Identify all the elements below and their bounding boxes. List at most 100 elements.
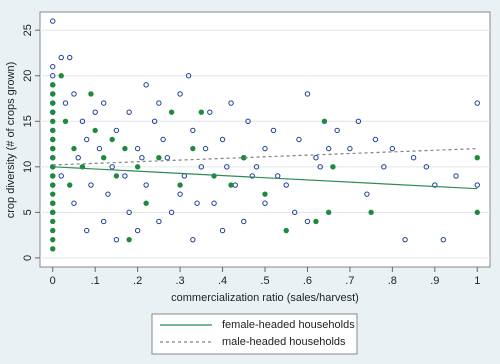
y-tick-label: 10: [22, 161, 34, 173]
point: [50, 218, 56, 225]
point: [317, 164, 323, 170]
point: [194, 200, 200, 206]
point: [50, 227, 56, 234]
point: [50, 136, 56, 143]
point: [50, 118, 56, 124]
point: [330, 164, 336, 170]
point: [134, 145, 141, 152]
x-tick-label: .4: [218, 275, 227, 287]
point: [143, 82, 149, 88]
point: [325, 209, 332, 216]
point: [105, 191, 111, 197]
legend-label: female-headed households: [222, 319, 355, 331]
point: [143, 200, 149, 206]
point: [151, 118, 158, 124]
point: [168, 109, 175, 115]
y-tick-label: 0: [22, 255, 34, 261]
point: [245, 118, 251, 124]
point: [228, 100, 234, 106]
point: [190, 127, 196, 134]
point: [143, 182, 149, 188]
point: [177, 182, 183, 188]
point: [168, 209, 175, 216]
point: [283, 182, 289, 188]
x-tick-label: 1: [474, 275, 480, 287]
point: [219, 227, 226, 234]
point: [474, 100, 480, 106]
point: [50, 100, 56, 106]
point: [207, 109, 213, 115]
point: [253, 164, 260, 170]
point: [198, 164, 205, 170]
point: [321, 118, 328, 124]
point: [113, 173, 120, 179]
plot-area: [39, 11, 491, 268]
point: [50, 82, 56, 88]
point: [134, 227, 141, 234]
point: [50, 200, 56, 206]
point: [453, 173, 459, 179]
point: [75, 155, 81, 161]
point: [355, 118, 362, 124]
point: [372, 136, 379, 143]
point: [241, 218, 247, 225]
point: [100, 155, 107, 161]
point: [58, 173, 64, 179]
point: [270, 127, 277, 134]
point: [113, 236, 120, 243]
point: [304, 91, 311, 97]
point: [325, 145, 332, 152]
point: [334, 127, 340, 134]
x-tick-label: .5: [260, 275, 269, 287]
point: [389, 145, 396, 152]
point: [83, 136, 90, 143]
x-axis-title: commercialization ratio (sales/harvest): [171, 292, 359, 304]
point: [292, 209, 298, 216]
point: [190, 145, 196, 152]
y-tick-label: 15: [22, 115, 34, 127]
x-tick-label: .6: [303, 275, 312, 287]
point: [100, 218, 107, 225]
point: [202, 145, 209, 152]
point: [100, 100, 107, 106]
point: [177, 191, 183, 197]
point: [67, 54, 73, 61]
point: [262, 145, 268, 152]
point: [211, 200, 217, 206]
point: [50, 145, 56, 152]
point: [67, 182, 73, 188]
point: [96, 145, 103, 152]
point: [92, 109, 98, 115]
point: [88, 182, 94, 188]
point: [79, 118, 86, 124]
x-tick-label: 0: [50, 275, 56, 287]
point: [402, 236, 408, 243]
point: [262, 191, 268, 197]
point: [313, 218, 319, 225]
point: [474, 182, 480, 188]
x-tick-label: .3: [176, 275, 185, 287]
point: [381, 164, 387, 170]
point: [62, 100, 69, 106]
point: [440, 236, 447, 243]
y-tick-label: 5: [22, 209, 34, 215]
point: [122, 173, 128, 179]
point: [50, 173, 56, 179]
point: [83, 227, 90, 234]
point: [283, 227, 289, 234]
point: [109, 164, 115, 170]
point: [50, 182, 56, 188]
fit-line: [52, 166, 478, 190]
point: [126, 109, 132, 115]
point: [156, 100, 162, 106]
point: [160, 136, 166, 143]
x-tick-label: .9: [430, 275, 439, 287]
point: [50, 246, 56, 252]
point: [249, 173, 255, 179]
legend-label: male-headed households: [222, 336, 346, 348]
point: [364, 191, 370, 197]
point: [185, 73, 192, 79]
x-tick-label: .1: [91, 275, 100, 287]
point: [126, 236, 132, 243]
point: [113, 127, 120, 134]
